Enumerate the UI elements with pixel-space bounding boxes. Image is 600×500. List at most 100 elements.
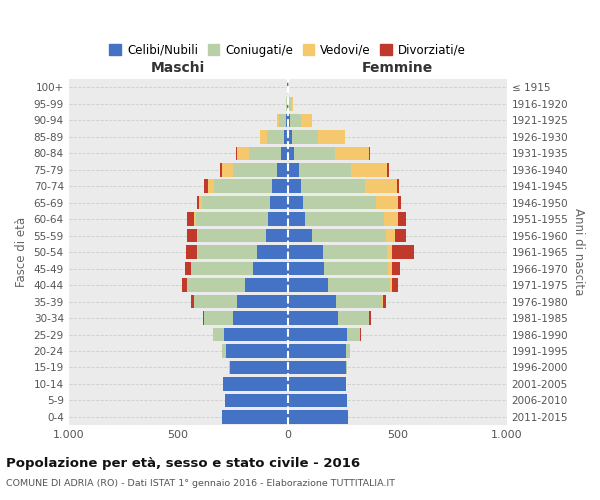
Bar xyxy=(197,229,198,242)
Bar xyxy=(187,212,194,226)
Bar xyxy=(233,163,277,176)
Bar xyxy=(360,328,361,342)
Bar xyxy=(395,229,406,242)
Bar xyxy=(287,246,323,259)
Bar xyxy=(225,394,287,407)
Bar xyxy=(287,130,292,143)
Bar xyxy=(198,229,266,242)
Bar xyxy=(287,377,346,390)
Text: Maschi: Maschi xyxy=(151,61,205,75)
Bar xyxy=(236,146,238,160)
Bar xyxy=(250,146,281,160)
Bar xyxy=(266,229,287,242)
Bar xyxy=(287,163,299,176)
Bar xyxy=(383,295,386,308)
Bar xyxy=(191,262,253,276)
Bar xyxy=(289,97,290,110)
Bar xyxy=(286,97,287,110)
Bar xyxy=(287,344,346,358)
Bar xyxy=(277,114,280,127)
Bar xyxy=(305,212,384,226)
Bar xyxy=(213,328,224,342)
Bar xyxy=(196,212,268,226)
Bar xyxy=(290,97,293,110)
Bar xyxy=(198,246,257,259)
Bar xyxy=(376,196,398,209)
Bar xyxy=(398,196,401,209)
Text: Femmine: Femmine xyxy=(362,61,433,75)
Bar xyxy=(299,163,351,176)
Text: Popolazione per età, sesso e stato civile - 2016: Popolazione per età, sesso e stato civil… xyxy=(6,458,360,470)
Bar xyxy=(233,312,287,325)
Bar xyxy=(365,180,397,193)
Bar xyxy=(388,246,392,259)
Bar xyxy=(287,196,303,209)
Bar xyxy=(208,180,214,193)
Bar xyxy=(186,246,197,259)
Bar xyxy=(287,360,346,374)
Bar xyxy=(223,344,226,358)
Bar xyxy=(224,328,287,342)
Bar xyxy=(382,295,383,308)
Bar xyxy=(287,328,347,342)
Bar xyxy=(191,295,194,308)
Bar xyxy=(323,246,388,259)
Bar xyxy=(194,212,196,226)
Bar xyxy=(392,262,400,276)
Bar xyxy=(287,394,347,407)
Bar xyxy=(257,246,287,259)
Bar xyxy=(351,163,388,176)
Bar xyxy=(301,114,312,127)
Bar xyxy=(267,130,284,143)
Bar xyxy=(287,212,305,226)
Bar xyxy=(336,295,382,308)
Bar xyxy=(182,278,187,292)
Bar xyxy=(222,163,233,176)
Bar xyxy=(238,146,250,160)
Bar xyxy=(272,180,287,193)
Bar xyxy=(230,360,287,374)
Bar xyxy=(229,360,230,374)
Bar xyxy=(277,163,287,176)
Bar xyxy=(346,344,350,358)
Bar xyxy=(287,97,289,110)
Bar xyxy=(303,196,376,209)
Y-axis label: Anni di nascita: Anni di nascita xyxy=(572,208,585,296)
Bar xyxy=(290,114,301,127)
Bar xyxy=(187,278,245,292)
Bar xyxy=(369,312,371,325)
Bar xyxy=(287,229,312,242)
Bar xyxy=(328,278,389,292)
Bar xyxy=(280,114,286,127)
Bar xyxy=(392,246,413,259)
Bar xyxy=(223,377,287,390)
Bar xyxy=(222,410,287,424)
Bar xyxy=(384,212,398,226)
Bar xyxy=(202,196,270,209)
Bar xyxy=(199,196,202,209)
Bar xyxy=(347,328,360,342)
Text: COMUNE DI ADRIA (RO) - Dati ISTAT 1° gennaio 2016 - Elaborazione TUTTITALIA.IT: COMUNE DI ADRIA (RO) - Dati ISTAT 1° gen… xyxy=(6,479,395,488)
Bar xyxy=(197,246,198,259)
Bar xyxy=(287,278,328,292)
Bar xyxy=(292,130,319,143)
Bar xyxy=(270,196,287,209)
Bar xyxy=(194,295,238,308)
Bar xyxy=(346,360,347,374)
Bar xyxy=(301,180,365,193)
Bar xyxy=(319,130,344,143)
Bar xyxy=(214,180,272,193)
Bar xyxy=(388,262,392,276)
Bar xyxy=(369,146,370,160)
Bar xyxy=(253,262,287,276)
Bar xyxy=(389,278,392,292)
Legend: Celibi/Nubili, Coniugati/e, Vedovi/e, Divorziati/e: Celibi/Nubili, Coniugati/e, Vedovi/e, Di… xyxy=(106,40,470,60)
Bar xyxy=(268,212,287,226)
Bar xyxy=(287,114,290,127)
Bar xyxy=(197,196,199,209)
Bar xyxy=(205,180,208,193)
Bar xyxy=(388,163,389,176)
Bar xyxy=(324,262,388,276)
Bar xyxy=(287,312,338,325)
Bar xyxy=(281,146,287,160)
